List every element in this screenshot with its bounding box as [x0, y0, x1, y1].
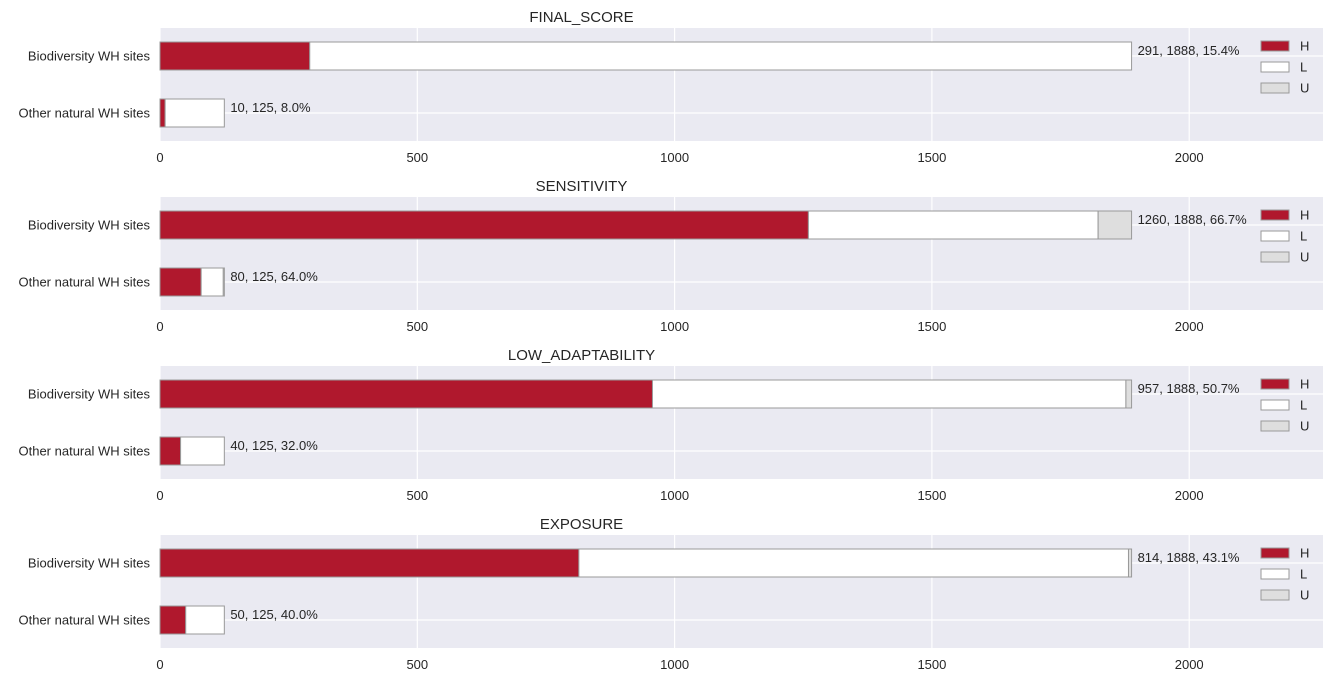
x-tick-label: 500	[406, 657, 428, 672]
x-tick-label: 2000	[1175, 657, 1204, 672]
bar-l-other-natural	[200, 267, 224, 297]
legend: HLU	[1260, 208, 1309, 265]
legend-label-u: U	[1300, 81, 1309, 96]
bar-annotation: 1260, 1888, 66.7%	[1138, 212, 1248, 227]
x-tick-label: 500	[406, 488, 428, 503]
bar-annotation: 291, 1888, 15.4%	[1138, 43, 1240, 58]
category-label: Biodiversity WH sites	[28, 218, 151, 233]
x-tick-label: 1000	[660, 488, 689, 503]
legend-label-l: L	[1300, 229, 1307, 244]
legend: HLU	[1260, 377, 1309, 434]
legend-swatch-u	[1260, 420, 1290, 432]
bar-l-biodiversity	[309, 41, 1133, 71]
chart-panel-4: EXPOSURE Biodiversity WH sites 814, 1888, …	[19, 516, 1323, 672]
bar-u-biodiversity	[1097, 210, 1133, 240]
x-tick-label: 1500	[917, 657, 946, 672]
legend-swatch-h	[1260, 40, 1290, 52]
legend-swatch-l	[1260, 399, 1290, 411]
x-tick-label: 1000	[660, 150, 689, 165]
x-tick-label: 2000	[1175, 150, 1204, 165]
bar-annotation: 10, 125, 8.0%	[230, 100, 311, 115]
category-label: Biodiversity WH sites	[28, 49, 151, 64]
x-tick-label: 0	[156, 150, 163, 165]
bar-l-other-natural	[180, 436, 225, 466]
category-label: Other natural WH sites	[19, 106, 151, 121]
bar-annotation: 814, 1888, 43.1%	[1138, 550, 1240, 565]
bar-h-biodiversity	[159, 210, 809, 240]
legend-swatch-u	[1260, 251, 1290, 263]
x-tick-label: 500	[406, 319, 428, 334]
legend-label-u: U	[1300, 588, 1309, 603]
legend-swatch-l	[1260, 61, 1290, 73]
bar-annotation: 957, 1888, 50.7%	[1138, 381, 1240, 396]
legend-label-u: U	[1300, 419, 1309, 434]
legend-label-h: H	[1300, 208, 1309, 223]
legend-swatch-l	[1260, 568, 1290, 580]
bar-h-other-natural	[159, 605, 187, 635]
legend: HLU	[1260, 39, 1309, 96]
x-tick-label: 500	[406, 150, 428, 165]
chart-title: FINAL_SCORE	[529, 9, 633, 26]
bar-l-biodiversity	[807, 210, 1099, 240]
legend-label-l: L	[1300, 567, 1307, 582]
x-tick-label: 1500	[917, 319, 946, 334]
chart-panel-3: LOW_ADAPTABILITY Biodiversity WH sites 957…	[19, 347, 1323, 503]
x-tick-label: 1500	[917, 488, 946, 503]
legend: HLU	[1260, 546, 1309, 603]
bar-u-biodiversity	[1127, 548, 1133, 578]
bar-l-biodiversity	[578, 548, 1129, 578]
x-tick-label: 1500	[917, 150, 946, 165]
category-label: Biodiversity WH sites	[28, 387, 151, 402]
bar-u-other-natural	[222, 267, 225, 297]
legend-label-l: L	[1300, 398, 1307, 413]
category-label: Biodiversity WH sites	[28, 556, 151, 571]
chart-panel-1: FINAL_SCORE Biodiversity WH sites 291, 188…	[19, 9, 1323, 165]
legend-swatch-h	[1260, 547, 1290, 559]
legend-label-h: H	[1300, 546, 1309, 561]
x-tick-label: 2000	[1175, 488, 1204, 503]
legend-swatch-h	[1260, 209, 1290, 221]
chart-title: EXPOSURE	[540, 516, 623, 533]
bar-h-other-natural	[159, 98, 166, 128]
legend-swatch-l	[1260, 230, 1290, 242]
bar-h-other-natural	[159, 267, 202, 297]
chart-title: SENSITIVITY	[536, 178, 628, 195]
x-tick-label: 2000	[1175, 319, 1204, 334]
bar-h-biodiversity	[159, 41, 311, 71]
x-tick-label: 1000	[660, 319, 689, 334]
x-tick-label: 0	[156, 657, 163, 672]
bar-h-biodiversity	[159, 379, 653, 409]
x-tick-label: 0	[156, 488, 163, 503]
legend-label-h: H	[1300, 377, 1309, 392]
x-tick-label: 0	[156, 319, 163, 334]
category-label: Other natural WH sites	[19, 613, 151, 628]
bar-annotation: 50, 125, 40.0%	[230, 607, 318, 622]
bar-l-other-natural	[164, 98, 225, 128]
legend-label-l: L	[1300, 60, 1307, 75]
bar-h-biodiversity	[159, 548, 580, 578]
x-tick-label: 1000	[660, 657, 689, 672]
legend-label-u: U	[1300, 250, 1309, 265]
legend-swatch-u	[1260, 82, 1290, 94]
bar-u-biodiversity	[1125, 379, 1133, 409]
chart-title: LOW_ADAPTABILITY	[508, 347, 655, 364]
category-label: Other natural WH sites	[19, 444, 151, 459]
bar-l-biodiversity	[651, 379, 1127, 409]
legend-swatch-h	[1260, 378, 1290, 390]
category-label: Other natural WH sites	[19, 275, 151, 290]
bar-annotation: 40, 125, 32.0%	[230, 438, 318, 453]
chart-panel-2: SENSITIVITY Biodiversity WH sites 1260, 18…	[19, 178, 1323, 334]
bar-annotation: 80, 125, 64.0%	[230, 269, 318, 284]
legend-label-h: H	[1300, 39, 1309, 54]
bar-h-other-natural	[159, 436, 182, 466]
bar-l-other-natural	[185, 605, 225, 635]
legend-swatch-u	[1260, 589, 1290, 601]
